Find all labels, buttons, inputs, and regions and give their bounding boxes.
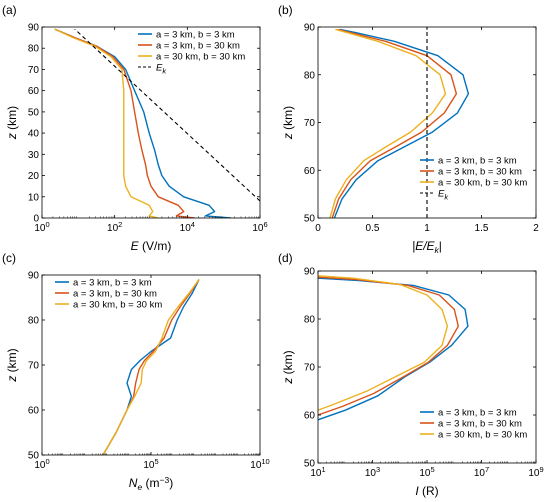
x-axis-label: Ne (m−3)	[129, 475, 173, 492]
y-axis-label: z (km)	[281, 350, 295, 384]
legend-entry: a = 30 km, b = 30 km	[438, 177, 527, 188]
x-tick-label: 1	[424, 223, 430, 234]
legend: a = 3 km, b = 3 kma = 3 km, b = 30 kma =…	[420, 407, 527, 440]
axes-box	[41, 26, 261, 219]
panel-label: (a)	[2, 3, 17, 17]
legend-entry: a = 3 km, b = 30 km	[438, 166, 522, 177]
panel-label: (b)	[278, 3, 293, 17]
x-tick-label: 105	[143, 457, 158, 471]
legend-entry: a = 3 km, b = 30 km	[156, 40, 240, 51]
y-tick-label: 90	[28, 271, 40, 282]
x-tick-label: 107	[474, 465, 489, 479]
y-tick-label: 50	[28, 107, 40, 118]
y-axis-label: z (km)	[5, 348, 19, 382]
series-group	[329, 27, 470, 218]
series-line-2	[54, 28, 195, 218]
legend-entry: a = 30 km, b = 30 km	[438, 429, 527, 440]
panel-b: 50 60 70 80 90 0 0.5 1 1.5 2 (b) |E/Ek| z (km) a = 3 …	[278, 3, 539, 255]
legend-entry: Ek	[156, 62, 167, 75]
x-tick-label: 1.5	[475, 223, 489, 234]
y-tick-label: 80	[304, 315, 316, 326]
y-tick-label: 0	[33, 214, 39, 225]
x-axis-label: |E/Ek|	[412, 239, 442, 255]
x-tick-label: 106	[252, 220, 267, 234]
x-tick-label: 101	[310, 465, 325, 479]
x-tick-label: 2	[533, 223, 539, 234]
y-tick-label: 80	[28, 316, 40, 327]
y-tick-label: 80	[28, 44, 40, 55]
series-line-2	[331, 28, 458, 218]
series-line-3	[54, 28, 159, 218]
legend-entry: Ek	[438, 188, 449, 201]
legend-entry: a = 3 km, b = 3 km	[438, 155, 517, 166]
panel-c: 50 60 70 80 90 100 105 1010 (c) Ne (m−3) z (km) a =…	[2, 251, 270, 492]
y-tick-label: 70	[304, 118, 316, 129]
x-tick-label: 105	[419, 465, 434, 479]
series-line-3	[329, 28, 447, 218]
legend-entry: a = 3 km, b = 3 km	[73, 277, 152, 288]
legend-entry: a = 3 km, b = 30 km	[438, 418, 522, 429]
y-tick-label: 90	[304, 23, 316, 34]
y-tick-label: 60	[304, 166, 316, 177]
x-axis-label: E (V/m)	[131, 239, 172, 253]
y-tick-label: 70	[28, 361, 40, 372]
panel-label: (d)	[278, 251, 293, 265]
y-tick-label: 40	[28, 129, 40, 140]
y-tick-label: 50	[304, 214, 316, 225]
y-tick-label: 20	[28, 171, 40, 182]
panel-d: 50 60 70 80 90 101 103 105 107 109 (d) I (R) z (km) a…	[278, 251, 544, 498]
legend: a = 3 km, b = 3 kma = 3 km, b = 30 kma =…	[138, 29, 245, 75]
x-tick-label: 104	[180, 220, 195, 234]
legend-entry: a = 30 km, b = 30 km	[73, 299, 162, 310]
panel-label: (c)	[2, 251, 16, 265]
panel-a: 0 10 20 30 40 50 60 70 80 90 100 102 104 106 (a) E (V/m…	[2, 3, 268, 253]
y-tick-label: 70	[304, 363, 316, 374]
series-group	[318, 275, 469, 421]
legend-entry: a = 30 km, b = 30 km	[156, 51, 245, 62]
legend: a = 3 km, b = 3 kma = 3 km, b = 30 kma =…	[420, 155, 527, 201]
y-tick-label: 50	[28, 451, 40, 462]
series-group	[102, 279, 200, 455]
y-axis-label: z (km)	[281, 106, 295, 140]
series-line-3	[318, 275, 449, 411]
x-tick-label: 1010	[250, 457, 269, 471]
series-line-1	[333, 28, 470, 218]
x-tick-label: 109	[528, 465, 543, 479]
y-tick-label: 10	[28, 192, 40, 203]
y-tick-label: 90	[28, 23, 40, 34]
series-group	[54, 28, 260, 218]
x-tick-label: 0.5	[366, 223, 380, 234]
y-tick-label: 90	[304, 267, 316, 278]
y-axis-label: z (km)	[5, 106, 19, 140]
x-tick-label: 0	[315, 223, 321, 234]
x-tick-label: 102	[107, 220, 122, 234]
x-tick-label: 103	[365, 465, 380, 479]
y-tick-label: 30	[28, 150, 40, 161]
y-tick-label: 80	[304, 70, 316, 81]
legend-entry: a = 3 km, b = 30 km	[73, 288, 157, 299]
legend-entry: a = 3 km, b = 3 km	[438, 407, 517, 418]
y-tick-label: 50	[304, 459, 316, 470]
x-tick-label: 100	[34, 457, 49, 471]
series-line-3	[102, 279, 200, 455]
x-axis-label: I (R)	[415, 484, 438, 498]
series-line-1	[318, 277, 469, 421]
y-tick-label: 70	[28, 65, 40, 76]
y-tick-label: 60	[28, 86, 40, 97]
series-line-4	[74, 28, 260, 202]
y-tick-label: 60	[304, 411, 316, 422]
y-tick-label: 60	[28, 406, 40, 417]
legend: a = 3 km, b = 3 kma = 3 km, b = 30 kma =…	[55, 277, 162, 310]
x-tick-label: 100	[34, 220, 49, 234]
legend-entry: a = 3 km, b = 3 km	[156, 29, 235, 40]
series-line-2	[318, 276, 459, 416]
